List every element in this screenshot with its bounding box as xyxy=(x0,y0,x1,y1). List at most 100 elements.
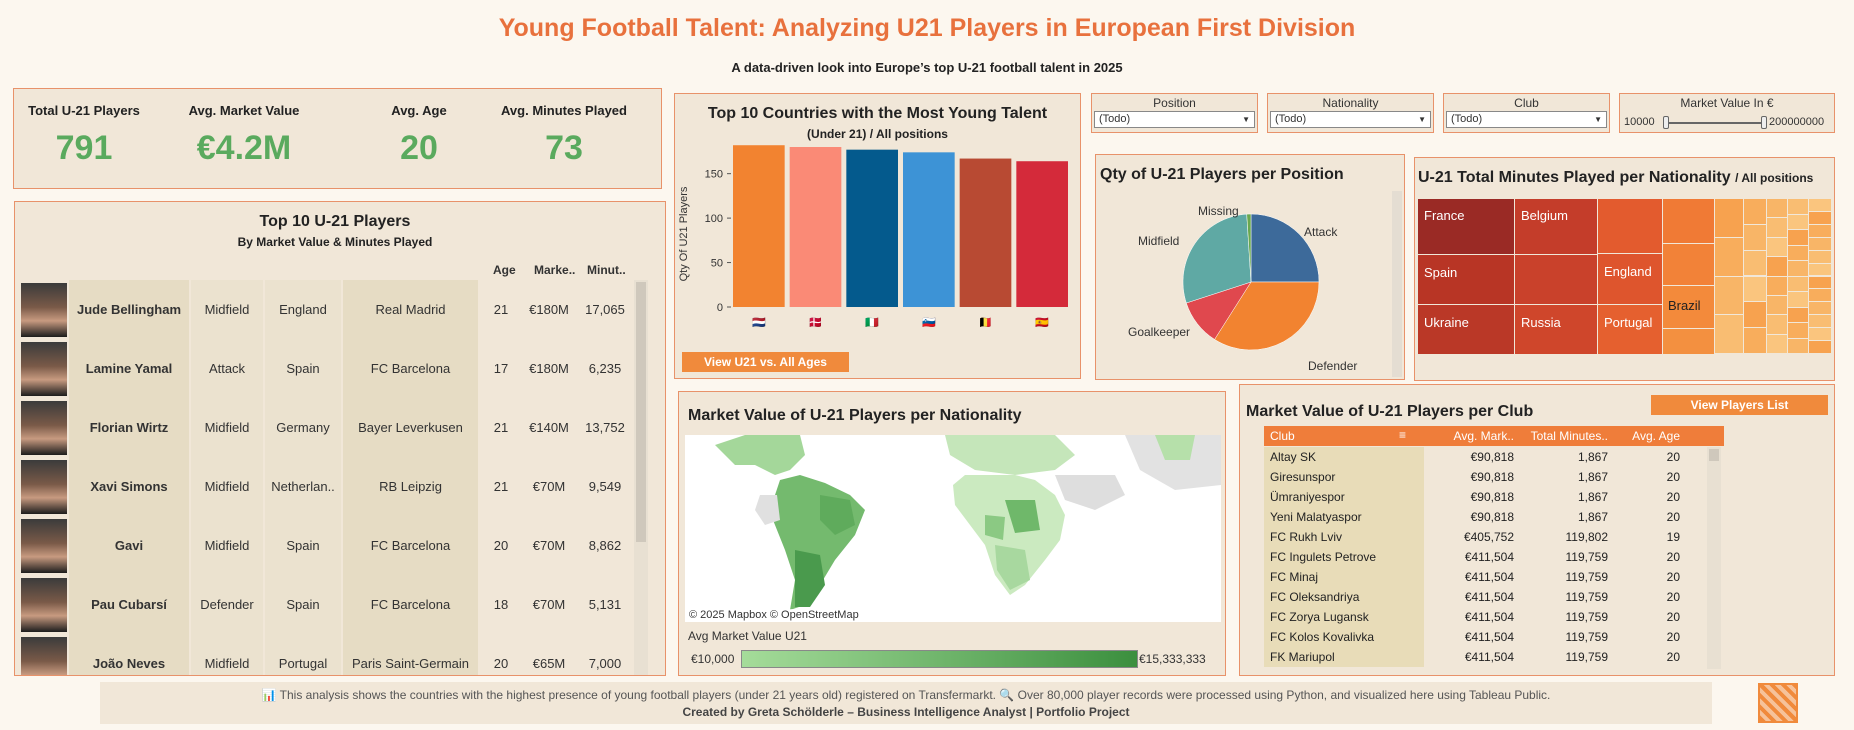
treemap-cell[interactable] xyxy=(1809,199,1831,211)
table-row[interactable]: João Neves Midfield Portugal Paris Saint-Ge… xyxy=(21,634,633,675)
table-row[interactable]: Giresunspor €90,818 1,867 20 xyxy=(1264,467,1724,487)
map-region-north-america[interactable] xyxy=(715,435,805,475)
treemap-cell[interactable] xyxy=(1744,250,1766,276)
treemap-cell[interactable] xyxy=(1809,341,1831,353)
table-row[interactable]: Altay SK €90,818 1,867 20 xyxy=(1264,447,1724,467)
treemap-cell[interactable] xyxy=(1809,237,1831,250)
treemap-cell-brazil[interactable]: Brazil xyxy=(1663,286,1714,328)
table-row[interactable]: FC Ingulets Petrove €411,504 119,759 20 xyxy=(1264,547,1724,567)
treemap-cell[interactable] xyxy=(1788,307,1808,322)
treemap-cell[interactable] xyxy=(1788,245,1808,260)
col-header-avg-age[interactable]: Avg. Age xyxy=(1632,429,1680,443)
treemap-cell[interactable] xyxy=(1767,237,1787,257)
table-row[interactable]: FC Zorya Lugansk €411,504 119,759 20 xyxy=(1264,607,1724,627)
bar[interactable] xyxy=(733,145,785,307)
treemap-cell[interactable] xyxy=(1788,338,1808,353)
treemap-cell[interactable] xyxy=(1744,302,1766,328)
view-u21-vs-all-button[interactable]: View U21 vs. All Ages xyxy=(682,352,849,372)
treemap-cell[interactable] xyxy=(1744,224,1766,250)
treemap-cell[interactable] xyxy=(1715,199,1743,237)
table-row[interactable]: Lamine Yamal Attack Spain FC Barcelona 17 €18… xyxy=(21,339,633,398)
treemap-cell[interactable] xyxy=(1809,276,1831,289)
market-value-slider-max-handle[interactable] xyxy=(1761,116,1767,129)
col-header-total-minutes[interactable]: Total Minutes.. xyxy=(1530,429,1608,443)
map-region-asia[interactable] xyxy=(1125,435,1221,490)
bar[interactable] xyxy=(789,147,842,307)
treemap-cell[interactable] xyxy=(1715,276,1743,315)
treemap-cell[interactable] xyxy=(1788,292,1808,307)
treemap-cell[interactable] xyxy=(1809,211,1831,224)
treemap-cell[interactable] xyxy=(1767,218,1787,237)
treemap-cell[interactable] xyxy=(1744,328,1766,353)
treemap-cell[interactable] xyxy=(1788,230,1808,245)
treemap-cell[interactable] xyxy=(1809,302,1831,315)
table-row[interactable]: Yeni Malatyaspor €90,818 1,867 20 xyxy=(1264,507,1724,527)
treemap-cell[interactable] xyxy=(1767,257,1787,276)
map-region-africa[interactable] xyxy=(953,475,1065,595)
map-region-middle-east[interactable] xyxy=(1055,475,1125,510)
table-row[interactable]: Gavi Midfield Spain FC Barcelona 20 €70M 8,862 xyxy=(21,516,633,575)
treemap-cell[interactable] xyxy=(1809,224,1831,237)
treemap-cell[interactable] xyxy=(1809,328,1831,341)
bar[interactable] xyxy=(959,158,1012,307)
table-row[interactable]: FC Oleksandriya €411,504 119,759 20 xyxy=(1264,587,1724,607)
table-row[interactable]: FC Minaj €411,504 119,759 20 xyxy=(1264,567,1724,587)
treemap-cell-ukraine[interactable]: Ukraine xyxy=(1418,305,1514,354)
treemap-cell[interactable] xyxy=(1744,199,1766,224)
treemap-cell[interactable] xyxy=(1767,276,1787,295)
pie-slice[interactable] xyxy=(1182,213,1252,304)
map-view[interactable]: © 2025 Mapbox © OpenStreetMap xyxy=(685,435,1221,622)
treemap-cell-russia[interactable]: Russia xyxy=(1515,305,1597,354)
treemap-cell[interactable] xyxy=(1744,276,1766,302)
treemap-cell[interactable] xyxy=(1809,315,1831,328)
sort-icon[interactable]: ≡ xyxy=(1399,428,1407,442)
pie-slice[interactable] xyxy=(1246,213,1252,283)
treemap-cell-portugal[interactable]: Portugal xyxy=(1598,305,1662,354)
nationality-select[interactable]: (Todo) ▼ xyxy=(1270,111,1431,128)
map-region-europe[interactable] xyxy=(945,435,1075,475)
treemap-cell[interactable] xyxy=(1767,199,1787,218)
table-row[interactable]: Xavi Simons Midfield Netherlan.. RB Leipzig… xyxy=(21,457,633,516)
map-region-west-africa[interactable] xyxy=(985,515,1005,540)
treemap-cell[interactable] xyxy=(1809,250,1831,263)
treemap-cell[interactable] xyxy=(1715,237,1743,276)
treemap-cell[interactable] xyxy=(1788,214,1808,229)
position-chart-scrollbar[interactable] xyxy=(1392,191,1402,377)
qr-code-icon[interactable] xyxy=(1758,683,1798,723)
table-row[interactable]: FC Rukh Lviv €405,752 119,802 19 xyxy=(1264,527,1724,547)
map-region-asia-green[interactable] xyxy=(1155,435,1195,460)
treemap-cell-england[interactable]: England xyxy=(1598,254,1662,304)
club-select[interactable]: (Todo) ▼ xyxy=(1446,111,1607,128)
table-row[interactable]: Florian Wirtz Midfield Germany Bayer Leverk… xyxy=(21,398,633,457)
position-select[interactable]: (Todo) ▼ xyxy=(1094,111,1255,128)
bar[interactable] xyxy=(846,149,898,307)
treemap-cell[interactable] xyxy=(1809,289,1831,302)
treemap-cell[interactable] xyxy=(1767,315,1787,334)
treemap-cell[interactable] xyxy=(1663,244,1714,285)
col-header-minutes[interactable]: Minut.. xyxy=(587,263,626,277)
col-header-club[interactable]: Club xyxy=(1270,429,1295,443)
treemap-cell[interactable] xyxy=(1715,315,1743,353)
treemap-cell[interactable] xyxy=(1663,199,1714,243)
treemap-cell[interactable] xyxy=(1515,255,1597,304)
treemap-cell-spain[interactable]: Spain xyxy=(1418,255,1514,304)
treemap-cell[interactable] xyxy=(1788,261,1808,276)
col-header-market-value[interactable]: Marke.. xyxy=(534,263,576,277)
treemap-cell-belgium[interactable]: Belgium xyxy=(1515,199,1597,254)
view-players-list-button[interactable]: View Players List xyxy=(1651,395,1828,415)
clubs-scrollbar[interactable] xyxy=(1707,447,1721,669)
table-row[interactable]: FK Mariupol €411,504 119,759 20 xyxy=(1264,647,1724,667)
col-header-age[interactable]: Age xyxy=(493,263,516,277)
map-region-brazil[interactable] xyxy=(820,495,855,535)
scrollbar-thumb[interactable] xyxy=(636,282,646,542)
map-region-argentina[interactable] xyxy=(795,550,825,607)
treemap-cell[interactable] xyxy=(1788,323,1808,338)
map-region-southern-africa[interactable] xyxy=(995,545,1030,590)
clubs-scrollbar-thumb[interactable] xyxy=(1709,449,1719,461)
table-row[interactable]: Ümraniyespor €90,818 1,867 20 xyxy=(1264,487,1724,507)
pie-slice[interactable] xyxy=(1250,213,1320,283)
table-row[interactable]: Jude Bellingham Midfield England Real Madri… xyxy=(21,280,633,339)
treemap-cell[interactable] xyxy=(1767,295,1787,315)
treemap-cell[interactable] xyxy=(1663,329,1714,354)
pie-slice[interactable] xyxy=(1214,281,1320,351)
